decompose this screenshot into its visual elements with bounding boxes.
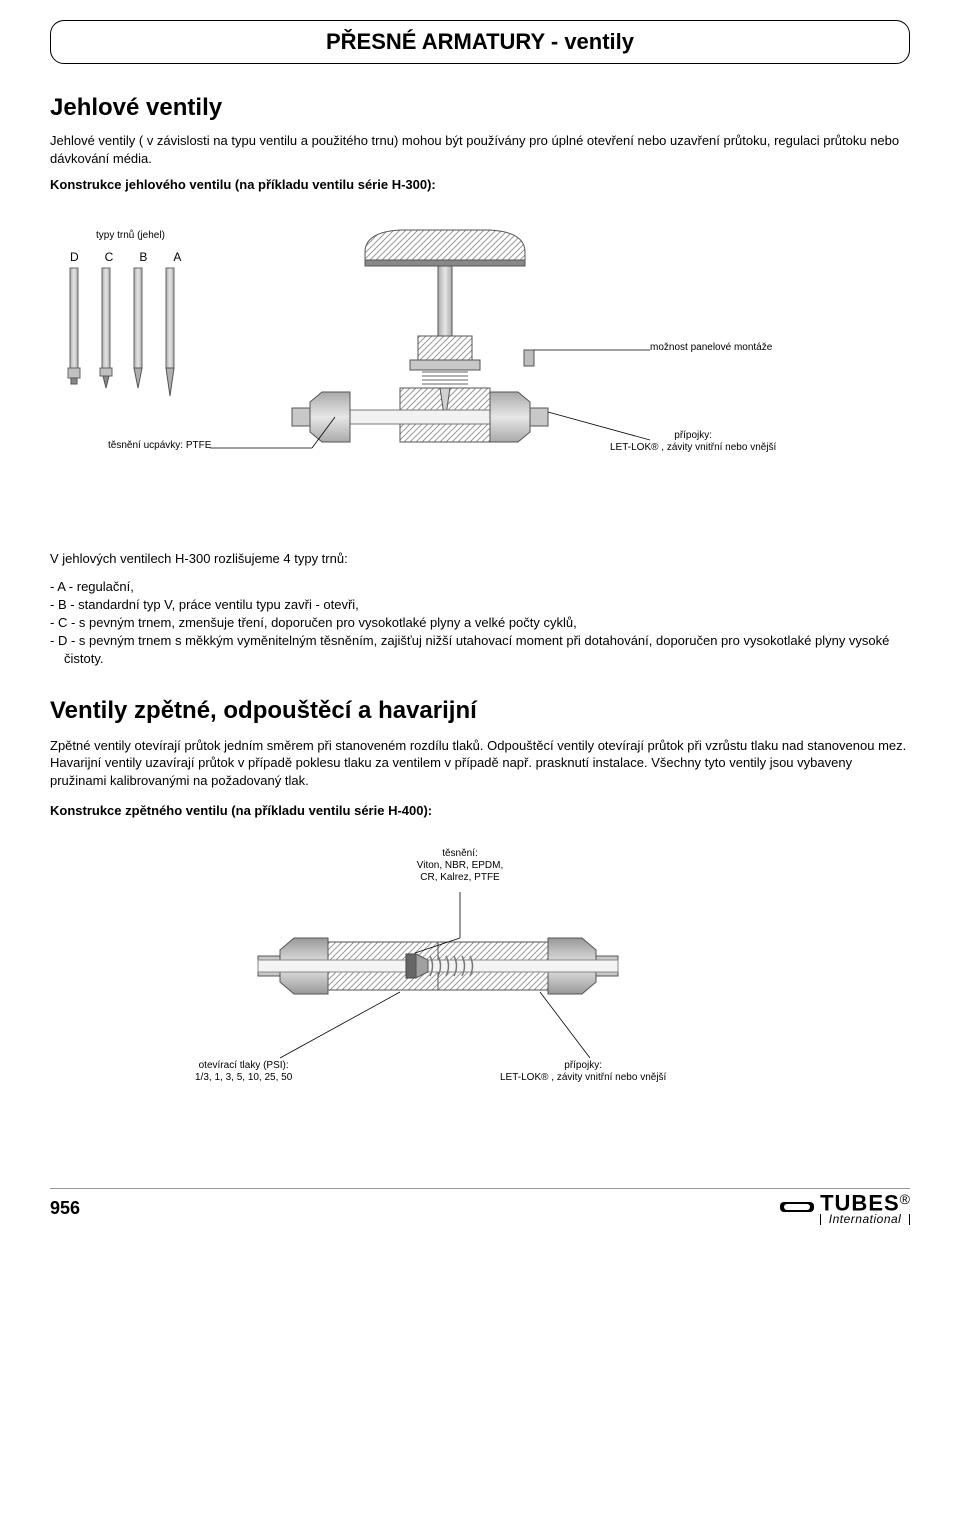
diagram-needle-valve: typy trnů (jehel) D C B A	[50, 212, 910, 522]
section1-construction: Konstrukce jehlového ventilu (na příklad…	[50, 177, 910, 192]
section2-construction: Konstrukce zpětného ventilu (na příkladu…	[50, 803, 910, 818]
logo-bottom: International	[820, 1214, 910, 1225]
needle-valve-svg	[50, 212, 910, 522]
panel-mount-label: možnost panelové montáže	[650, 342, 772, 354]
diagram-check-valve: těsnění: Viton, NBR, EPDM, CR, Kalrez, P…	[50, 848, 910, 1108]
section2-heading: Ventily zpětné, odpouštěcí a havarijní	[50, 697, 910, 725]
check-valve-svg	[50, 848, 910, 1108]
list-item: A - regulační,	[50, 578, 910, 596]
logo-reg: ®	[900, 1191, 910, 1207]
list-item: D - s pevným trnem s měkkým vyměnitelným…	[50, 632, 910, 668]
connection-label: přípojky: LET-LOK® , závity vnitřní nebo…	[610, 430, 776, 454]
section1-intro: Jehlové ventily ( v závislosti na typu v…	[50, 132, 910, 167]
section1-heading: Jehlové ventily	[50, 94, 910, 122]
connection2-label: přípojky: LET-LOK® , závity vnitřní nebo…	[500, 1060, 666, 1084]
needle-list-intro: V jehlových ventilech H-300 rozlišujeme …	[50, 550, 910, 568]
packing-seal-label: těsnění ucpávky: PTFE	[108, 440, 211, 452]
page-number: 956	[50, 1198, 80, 1219]
section2-intro: Zpětné ventily otevírají průtok jedním s…	[50, 737, 910, 790]
page-footer: 956 TUBES® International	[50, 1188, 910, 1225]
needle-type-list: A - regulační, B - standardní typ V, prá…	[50, 578, 910, 669]
list-item: C - s pevným trnem, zmenšuje tření, dopo…	[50, 614, 910, 632]
tubes-logo: TUBES® International	[780, 1193, 910, 1225]
logo-icon	[780, 1194, 814, 1224]
list-item: B - standardní typ V, práce ventilu typu…	[50, 596, 910, 614]
page-title: PŘESNÉ ARMATURY - ventily	[71, 29, 889, 55]
page-title-box: PŘESNÉ ARMATURY - ventily	[50, 20, 910, 64]
opening-pressure-label: otevírací tlaky (PSI): 1/3, 1, 3, 5, 10,…	[195, 1060, 292, 1084]
